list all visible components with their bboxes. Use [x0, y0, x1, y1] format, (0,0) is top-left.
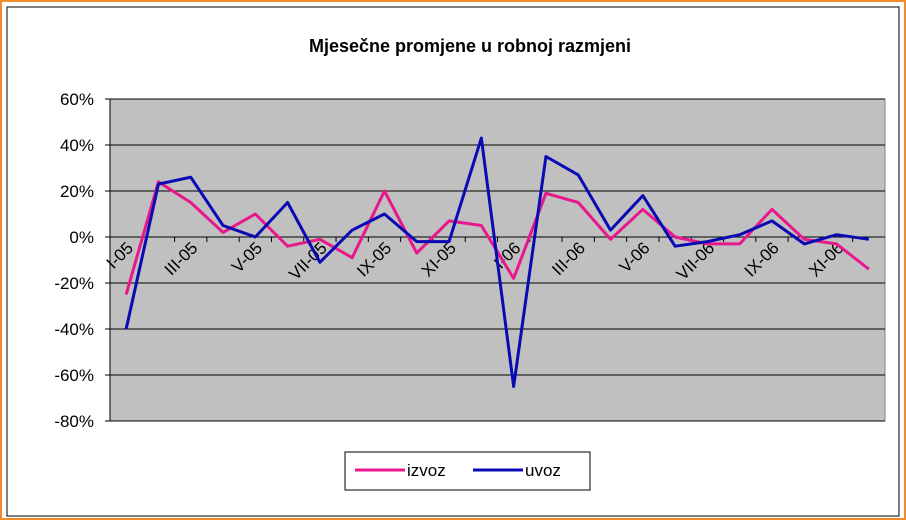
y-tick-label: 40% [60, 136, 94, 155]
y-tick-label: 60% [60, 90, 94, 109]
y-tick-label: -20% [54, 274, 94, 293]
y-tick-label: 0% [69, 228, 94, 247]
series-line [124, 136, 870, 388]
legend-label: izvoz [407, 461, 446, 480]
y-tick-label: -80% [54, 412, 94, 431]
chart-title: Mjesečne promjene u robnoj razmjeni [309, 36, 631, 56]
y-tick-label: 20% [60, 182, 94, 201]
y-tick-label: -40% [54, 320, 94, 339]
y-tick-label: -60% [54, 366, 94, 385]
legend-label: uvoz [525, 461, 561, 480]
